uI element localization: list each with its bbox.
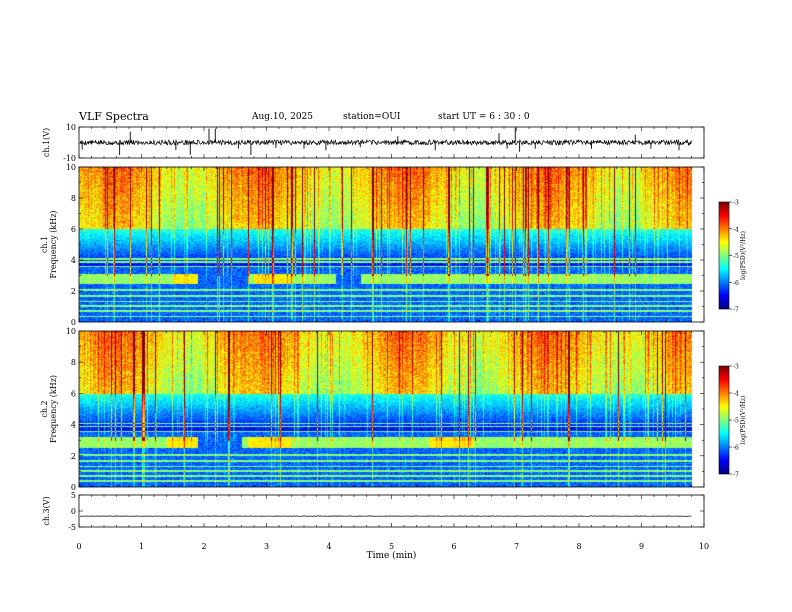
station-label: station=OUI <box>343 112 401 122</box>
ch2-spec-y-tick-label: 8 <box>71 358 76 367</box>
ch2-spec-y-label: Frequency (kHz) <box>49 375 58 443</box>
ch2-colorbar-tick-label: -6 <box>733 445 739 452</box>
x-tick-label: 7 <box>514 542 519 551</box>
ch3-wave-y-tick-label: -5 <box>68 523 76 532</box>
ch3-wave-y-label: ch.3(V) <box>42 496 51 525</box>
ch2-spec-y-tick-label: 6 <box>71 389 76 398</box>
ch2-spectrogram-image <box>79 331 704 487</box>
ch2-colorbar-label: log(PSD)(V²/Hz) <box>740 396 747 445</box>
x-axis-label: Time (min) <box>367 550 417 561</box>
ch2-colorbar-tick-label: -7 <box>733 472 739 479</box>
ch1-colorbar-tick-label: -3 <box>733 200 739 207</box>
ch1-spectrogram-image <box>79 167 704 322</box>
ch2-spec-y-tick-label: 4 <box>71 421 76 430</box>
ch2-spec-y-label-channel: ch.2 <box>40 400 49 417</box>
ch1-spec-y-tick-label: 6 <box>71 225 76 234</box>
ch1-wave-waveform <box>79 138 692 147</box>
ch2-spec-y-tick-label: 0 <box>71 483 76 492</box>
ch1-spec-y-tick-label: 10 <box>66 163 76 172</box>
ch2-colorbar-tick-label: -3 <box>733 364 739 371</box>
ch3-wave-y-tick-label: 5 <box>71 491 76 500</box>
x-tick-label: 8 <box>576 542 581 551</box>
ch3-wave-y-tick-label: 0 <box>71 507 76 516</box>
ch1-colorbar <box>719 202 729 309</box>
ch2-colorbar <box>719 366 729 474</box>
x-tick-label: 3 <box>264 542 269 551</box>
x-tick-label: 2 <box>201 542 206 551</box>
ch1-spec-y-tick-label: 2 <box>71 287 76 296</box>
x-tick-label: 10 <box>699 542 709 551</box>
chart-title: VLF Spectra <box>79 110 149 123</box>
ch2-colorbar-tick-label: -4 <box>733 391 739 398</box>
x-tick-label: 6 <box>451 542 456 551</box>
x-tick-label: 1 <box>139 542 144 551</box>
ch1-colorbar-label: log(PSD)(V²/Hz) <box>740 231 747 280</box>
x-tick-label: 4 <box>326 542 331 551</box>
ch1-spec-y-tick-label: 4 <box>71 256 76 265</box>
ch1-wave-y-label: ch.1(V) <box>42 128 51 157</box>
ch3-wave-waveform <box>79 515 692 517</box>
ch1-spec-y-tick-label: 8 <box>71 194 76 203</box>
x-tick-label: 9 <box>639 542 644 551</box>
ch1-spec-y-label-channel: ch.1 <box>40 236 49 253</box>
ch1-spec-y-label: Frequency (kHz) <box>49 210 58 278</box>
ch2-spec-y-tick-label: 10 <box>66 327 76 336</box>
ch3-wave-frame <box>78 494 705 528</box>
ch1-colorbar-tick-label: -5 <box>733 253 739 260</box>
ch1-colorbar-tick-label: -4 <box>733 226 739 233</box>
x-tick-label: 0 <box>76 542 81 551</box>
date-label: Aug.10, 2025 <box>252 112 313 122</box>
ch1-wave-y-tick-label: 10 <box>66 123 76 132</box>
x-tick-label: 5 <box>389 542 394 551</box>
ch1-colorbar-tick-label: -7 <box>733 307 739 314</box>
ch1-spec-y-tick-label: 0 <box>71 318 76 327</box>
ch2-colorbar-tick-label: -5 <box>733 418 739 425</box>
ch2-spec-y-tick-label: 2 <box>71 452 76 461</box>
start-time-label: start UT = 6 : 30 : 0 <box>438 112 530 122</box>
ch1-wave-y-tick-label: -10 <box>63 154 76 163</box>
ch1-colorbar-tick-label: -6 <box>733 280 739 287</box>
